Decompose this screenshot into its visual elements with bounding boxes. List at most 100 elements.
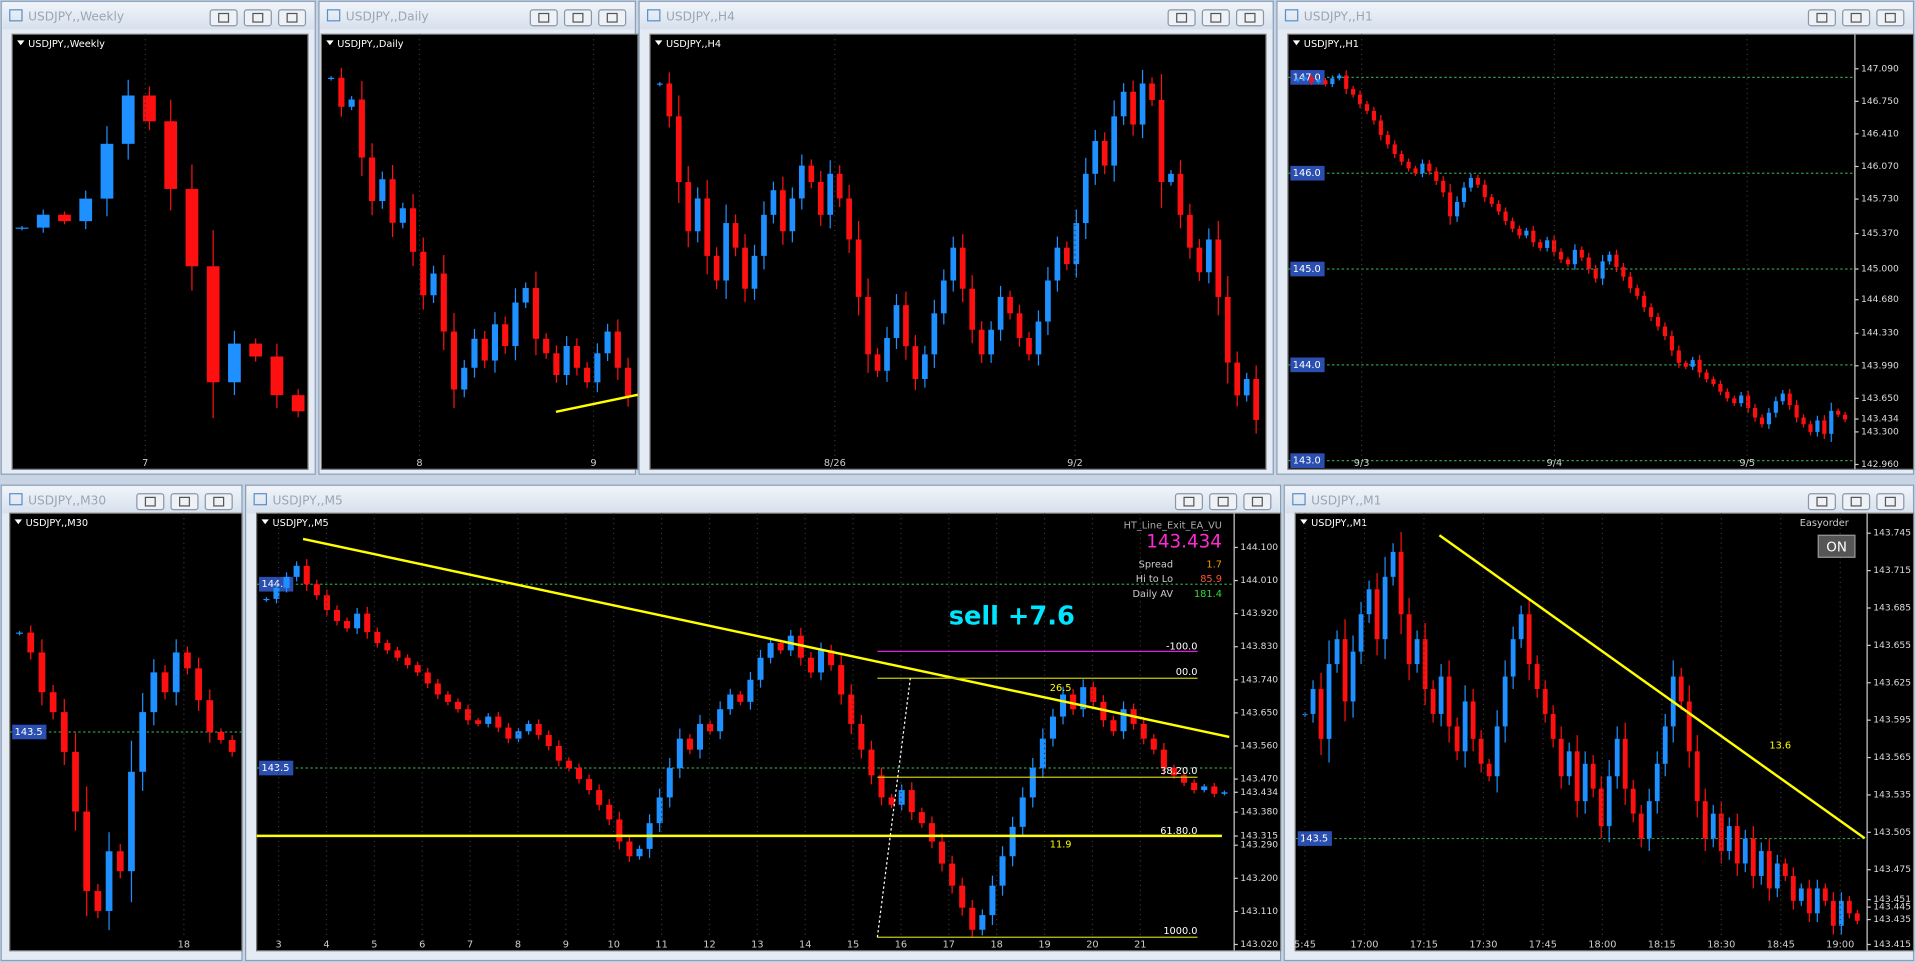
candle: [1295, 79, 1300, 81]
window-button-min[interactable]: [1807, 9, 1836, 27]
window-button-icon: [1183, 496, 1195, 507]
window-button-min[interactable]: [1174, 493, 1203, 511]
candle: [1110, 720, 1117, 732]
window-button-max[interactable]: [1201, 9, 1230, 27]
candle: [573, 346, 580, 368]
window-button-max[interactable]: [563, 9, 593, 27]
candle: [1039, 738, 1046, 769]
window-button-max[interactable]: [1209, 493, 1238, 511]
candle: [1082, 173, 1089, 224]
chart-area: [320, 33, 639, 470]
candle: [1773, 401, 1778, 413]
signal: sell +7.6: [949, 602, 1075, 632]
candle: [596, 790, 603, 805]
candle: [1808, 424, 1813, 432]
window-title: USDJPY,,H4: [666, 10, 735, 24]
candle: [328, 77, 335, 79]
window-button-close[interactable]: [204, 493, 233, 511]
window-icon: [326, 9, 341, 22]
candle: [798, 165, 805, 199]
candle: [1149, 83, 1155, 100]
candle: [38, 652, 46, 693]
candle: [143, 95, 156, 122]
candle: [742, 247, 748, 289]
window-button-close[interactable]: [1235, 9, 1265, 27]
window-button-min[interactable]: [1807, 493, 1836, 511]
window-button-icon: [1251, 496, 1263, 507]
fib-label: 11.9: [1050, 839, 1072, 850]
candle: [116, 851, 124, 872]
candle: [950, 247, 957, 281]
candle: [1621, 267, 1626, 277]
window-button-icon: [1816, 496, 1828, 507]
candle: [616, 819, 623, 842]
candle: [420, 251, 427, 296]
candle: [999, 856, 1006, 886]
window-button-min[interactable]: [529, 9, 558, 27]
candle: [1073, 223, 1080, 265]
candle: [1607, 254, 1612, 262]
window-button-max[interactable]: [1842, 493, 1871, 511]
x-tick-label: 4: [323, 940, 329, 951]
candle: [1070, 694, 1077, 710]
y-tick-label: 144.330: [1861, 328, 1899, 339]
window-button-max[interactable]: [170, 493, 199, 511]
candle: [707, 723, 714, 732]
window-button-close[interactable]: [1876, 493, 1905, 511]
candle: [228, 739, 236, 752]
window-button-close[interactable]: [1876, 9, 1905, 27]
y-tick-label: 143.315: [1240, 831, 1278, 842]
window-button-icon: [179, 496, 191, 507]
window-button-min[interactable]: [136, 493, 165, 511]
candle: [270, 356, 284, 396]
candle: [36, 214, 50, 228]
candle: [72, 751, 79, 812]
candle: [777, 643, 784, 651]
window-button-min[interactable]: [209, 9, 238, 27]
candle: [1814, 888, 1820, 914]
candle: [626, 841, 633, 857]
chart-area: [255, 512, 1282, 952]
candle: [1310, 688, 1316, 714]
on-button[interactable]: [1817, 534, 1856, 558]
y-tick-label: 143.595: [1873, 715, 1911, 726]
candle: [1399, 154, 1404, 162]
candle: [1035, 321, 1042, 355]
candle: [1468, 177, 1474, 188]
candle: [1406, 161, 1411, 169]
window-button-icon: [572, 12, 584, 23]
window-button-min[interactable]: [1167, 9, 1196, 27]
chart-label: USDJPY,,H1: [1304, 39, 1359, 50]
x-tick-label: 11: [655, 940, 667, 951]
candle: [1586, 257, 1591, 270]
level-label: 147.0: [1293, 72, 1321, 83]
candle: [1309, 77, 1314, 83]
window-button-max[interactable]: [243, 9, 272, 27]
candle: [1243, 378, 1250, 396]
candle: [1794, 405, 1799, 418]
window-button-close[interactable]: [1243, 493, 1272, 511]
candle: [1704, 372, 1709, 380]
candle: [1029, 768, 1036, 798]
x-tick-label: 18:45: [1767, 940, 1795, 951]
x-tick-label: 18:15: [1648, 940, 1676, 951]
on-button-label[interactable]: ON: [1826, 540, 1847, 555]
window-button-max[interactable]: [1842, 9, 1871, 27]
ea-row-value: 85.9: [1200, 574, 1222, 585]
level-box: [1290, 357, 1325, 373]
candle: [79, 198, 93, 222]
chart-window: USDJPY,,H4 USDJPY,,H4 8/26 9/2: [638, 0, 1274, 475]
window-button-icon: [1850, 12, 1862, 23]
candle: [1545, 240, 1550, 248]
window-button-close[interactable]: [277, 9, 307, 27]
x-tick-label: 10: [607, 940, 619, 951]
window-button-close[interactable]: [598, 9, 627, 27]
candle: [249, 343, 263, 357]
candle: [543, 338, 550, 354]
candle: [1201, 786, 1208, 791]
candle: [1150, 738, 1157, 750]
candle: [430, 273, 437, 296]
candle: [1635, 288, 1640, 296]
candle: [884, 337, 890, 371]
window-button-icon: [286, 12, 298, 23]
